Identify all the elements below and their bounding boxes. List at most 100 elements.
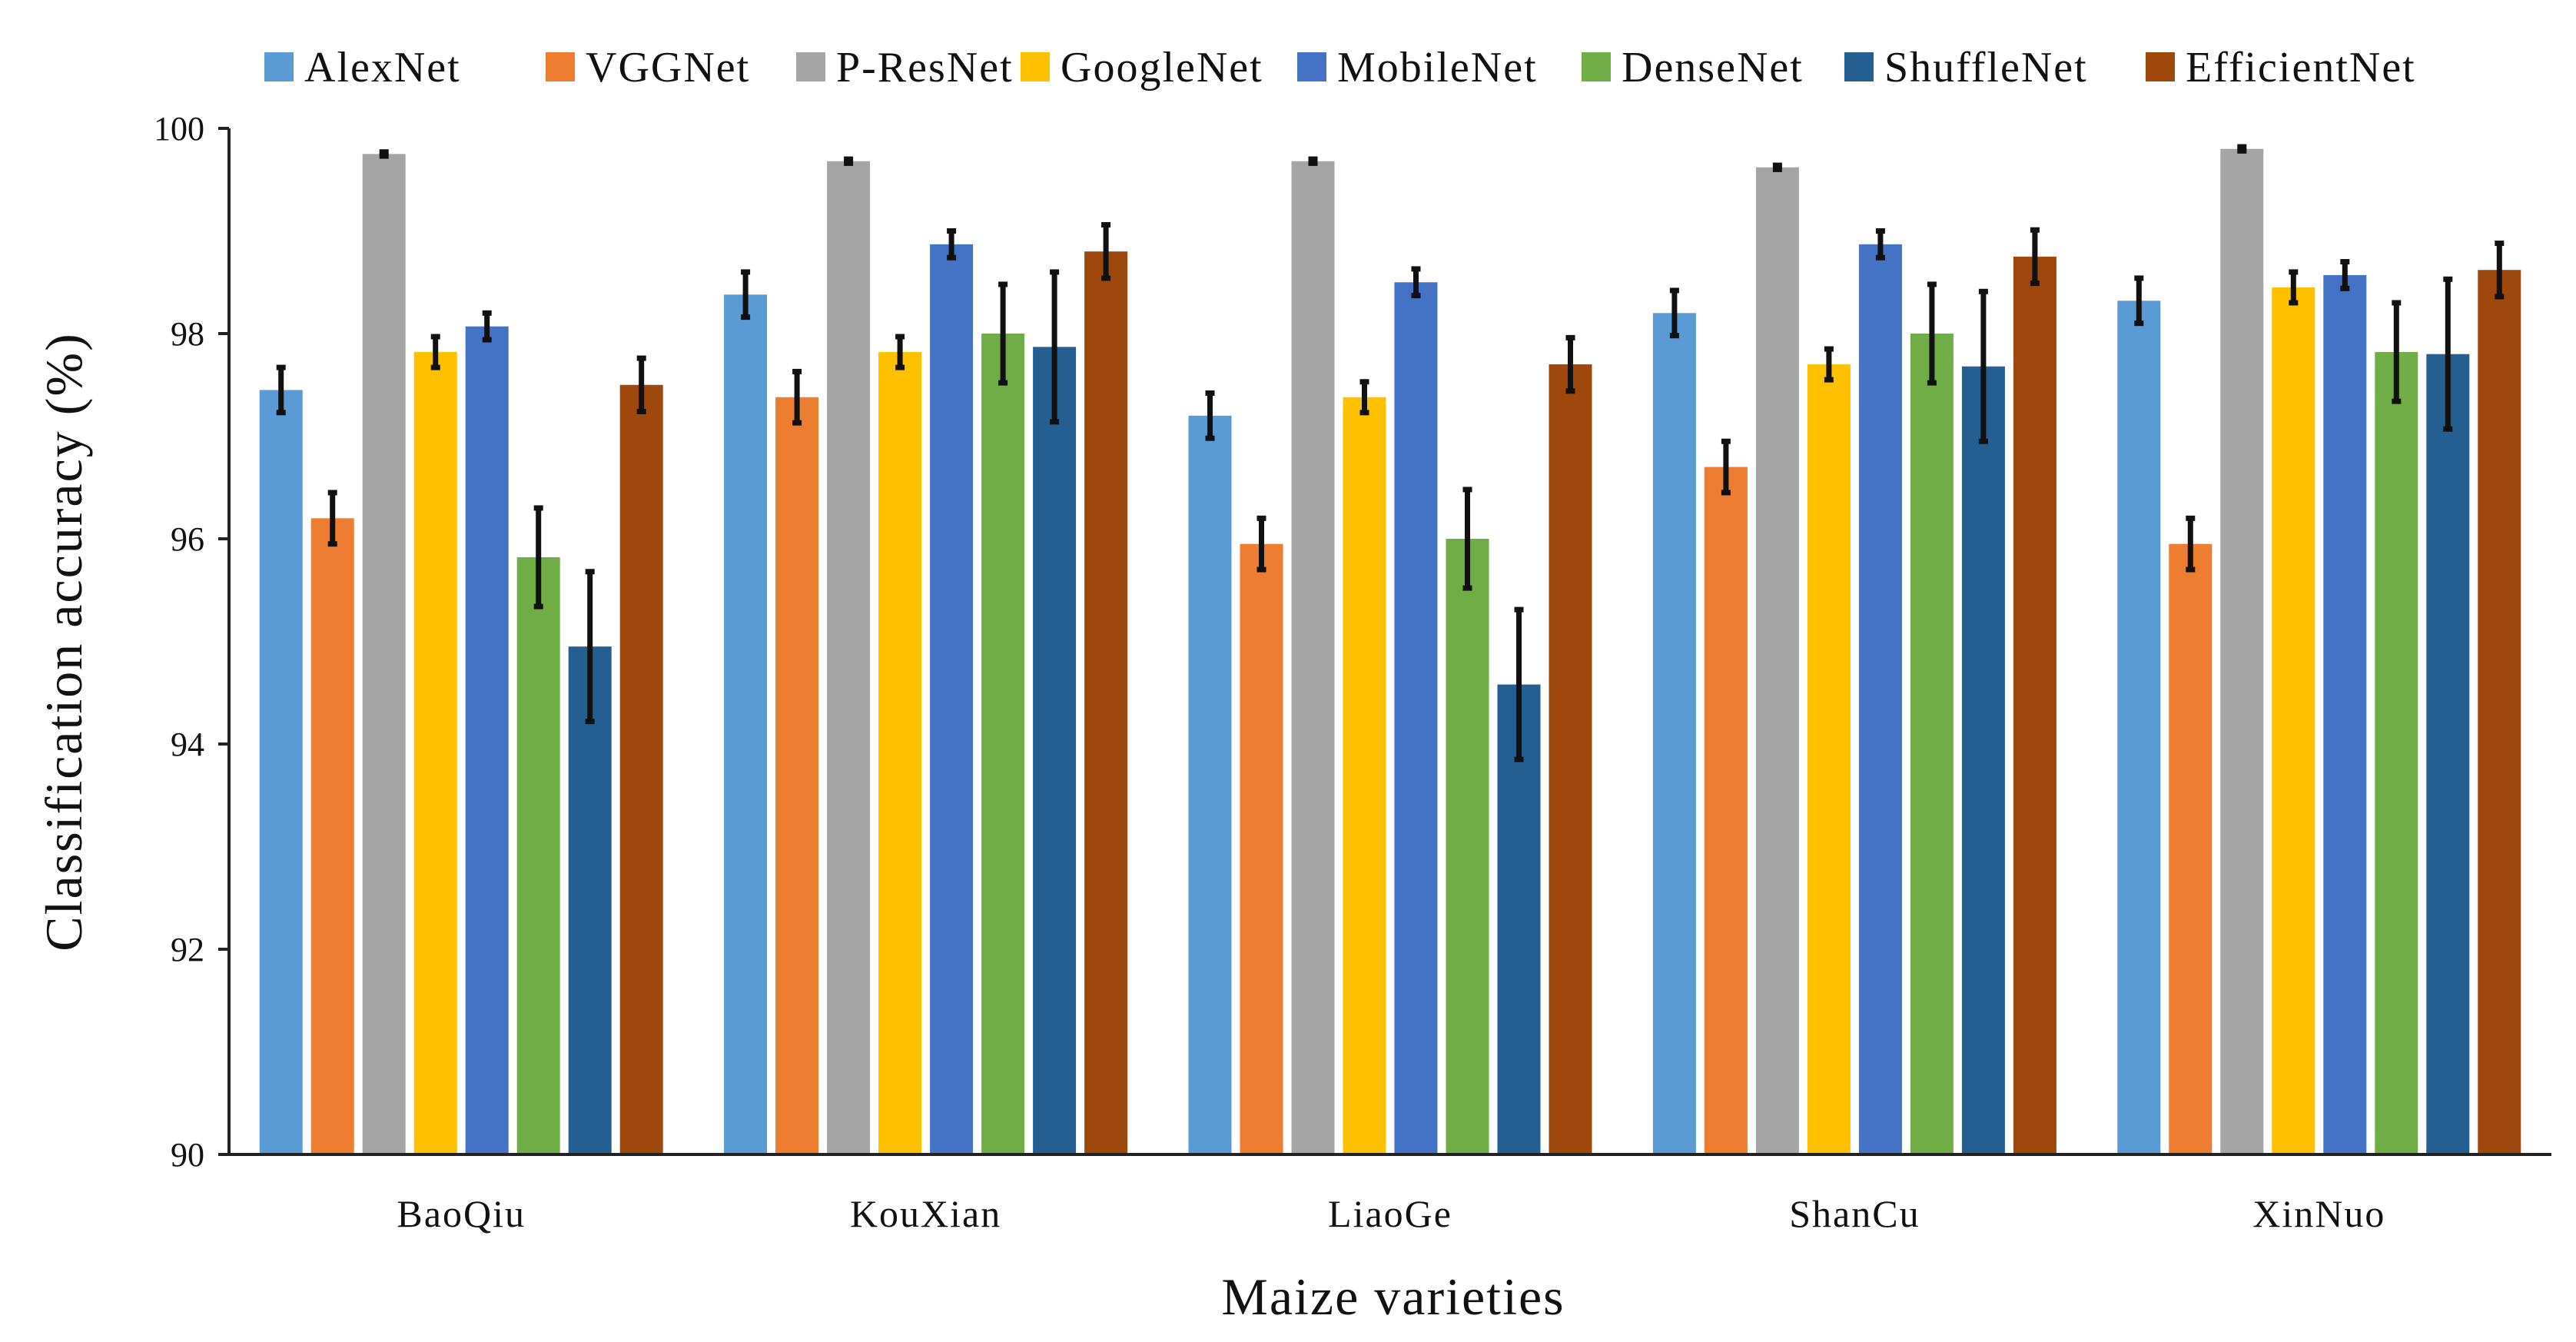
y-ticks: 90 92 94 96 98 100 <box>154 110 229 1174</box>
error-bar-p-resnet-shancu <box>1772 162 1782 172</box>
y-axis-title: Classification accuracy (%) <box>35 332 93 951</box>
y-tick-label: 96 <box>171 520 204 558</box>
bar-vggnet-xinnuo <box>2169 543 2213 1154</box>
bar-googlenet-shancu <box>1807 364 1851 1154</box>
bar-shufflenet-baoqiu <box>568 646 612 1154</box>
y-tick-label: 100 <box>154 110 204 148</box>
bars-layer <box>259 148 2521 1155</box>
error-bar-vggnet-kouxian <box>792 368 802 426</box>
bar-googlenet-xinnuo <box>2272 287 2315 1154</box>
error-bar-mobilenet-baoqiu <box>482 310 492 343</box>
bar-densenet-baoqiu <box>516 557 560 1154</box>
error-bar-vggnet-liaoge <box>1256 515 1266 573</box>
legend: AlexNet VGGNet P-ResNet GoogleNet MobileNet D… <box>264 44 2415 91</box>
bar-p-resnet-baoqiu <box>362 154 406 1154</box>
bar-densenet-xinnuo <box>2375 352 2418 1154</box>
bar-googlenet-baoqiu <box>413 352 457 1154</box>
legend-label: AlexNet <box>304 44 461 91</box>
legend-item-efficientnet: EfficientNet <box>2146 44 2415 91</box>
error-bar-googlenet-liaoge <box>1359 379 1369 416</box>
error-bar-efficientnet-liaoge <box>1565 334 1575 394</box>
bar-mobilenet-liaoge <box>1394 282 1438 1154</box>
bar-efficientnet-liaoge <box>1549 364 1592 1154</box>
bar-shufflenet-liaoge <box>1497 684 1541 1154</box>
legend-item-googlenet: GoogleNet <box>1021 44 1262 91</box>
x-axis-title: Maize varieties <box>1221 1267 1565 1326</box>
error-bar-shufflenet-shancu <box>1978 288 1988 444</box>
error-bar-googlenet-shancu <box>1824 346 1834 383</box>
error-bar-p-resnet-xinnuo <box>2237 144 2247 154</box>
bar-alexnet-xinnuo <box>2117 301 2161 1154</box>
error-bars-layer <box>276 144 2505 762</box>
bar-p-resnet-liaoge <box>1291 161 1335 1155</box>
error-bar-mobilenet-liaoge <box>1411 266 1421 299</box>
error-bar-alexnet-xinnuo <box>2134 275 2144 327</box>
plot-area: 90 92 94 96 98 100 BaoQiu KouXian LiaoGe ShanCu X… <box>154 110 2551 1235</box>
error-bar-googlenet-kouxian <box>895 334 905 370</box>
error-bar-efficientnet-shancu <box>2030 227 2040 287</box>
bar-mobilenet-xinnuo <box>2323 274 2367 1154</box>
legend-label: ShuffleNet <box>1884 44 2088 91</box>
legend-item-p-resnet: P-ResNet <box>796 44 1014 91</box>
error-bar-densenet-xinnuo <box>2392 300 2402 404</box>
error-bar-efficientnet-baoqiu <box>636 355 646 414</box>
error-bar-shufflenet-kouxian <box>1050 269 1060 425</box>
legend-swatch <box>1844 52 1874 81</box>
bar-efficientnet-kouxian <box>1084 251 1128 1155</box>
legend-swatch <box>1582 52 1611 81</box>
error-bar-alexnet-baoqiu <box>276 364 286 416</box>
bar-p-resnet-kouxian <box>827 161 871 1155</box>
legend-swatch <box>796 52 825 81</box>
error-bar-alexnet-liaoge <box>1205 390 1215 441</box>
bar-shufflenet-kouxian <box>1033 347 1077 1155</box>
legend-item-alexnet: AlexNet <box>264 44 461 91</box>
error-bar-alexnet-kouxian <box>741 269 751 321</box>
bar-efficientnet-baoqiu <box>619 384 663 1154</box>
legend-swatch <box>2146 52 2175 81</box>
error-bar-vggnet-baoqiu <box>327 490 337 547</box>
bar-vggnet-liaoge <box>1240 543 1283 1154</box>
error-bar-p-resnet-liaoge <box>1308 156 1318 166</box>
x-category-label: LiaoGe <box>1328 1192 1452 1235</box>
error-bar-densenet-liaoge <box>1462 487 1472 591</box>
x-category-label: XinNuo <box>2252 1192 2385 1235</box>
bar-mobilenet-kouxian <box>930 244 974 1155</box>
x-category-label: BaoQiu <box>397 1192 526 1235</box>
legend-item-shufflenet: ShuffleNet <box>1844 44 2088 91</box>
bar-alexnet-baoqiu <box>259 390 303 1154</box>
error-bar-densenet-shancu <box>1927 281 1937 386</box>
error-bar-mobilenet-shancu <box>1875 228 1885 261</box>
bar-vggnet-baoqiu <box>310 518 354 1154</box>
y-tick-label: 92 <box>171 931 204 968</box>
error-bar-shufflenet-xinnuo <box>2443 276 2453 432</box>
bar-mobilenet-shancu <box>1858 244 1902 1155</box>
bar-p-resnet-shancu <box>1755 167 1799 1155</box>
bar-alexnet-shancu <box>1652 313 1696 1154</box>
y-tick-label: 94 <box>171 726 204 763</box>
bar-mobilenet-baoqiu <box>465 326 509 1154</box>
bar-p-resnet-xinnuo <box>2220 148 2264 1155</box>
error-bar-mobilenet-kouxian <box>947 228 957 261</box>
legend-swatch <box>546 52 575 81</box>
bar-efficientnet-xinnuo <box>2478 270 2521 1155</box>
bar-vggnet-shancu <box>1704 467 1748 1154</box>
error-bar-googlenet-xinnuo <box>2289 269 2299 306</box>
error-bar-densenet-kouxian <box>998 281 1008 386</box>
y-tick-label: 90 <box>171 1136 204 1174</box>
bar-densenet-liaoge <box>1446 539 1489 1154</box>
bar-shufflenet-xinnuo <box>2426 354 2470 1155</box>
bar-shufflenet-shancu <box>1961 366 2005 1155</box>
error-bar-shufflenet-liaoge <box>1514 606 1524 762</box>
error-bar-vggnet-xinnuo <box>2186 515 2196 573</box>
bar-googlenet-kouxian <box>878 352 922 1154</box>
error-bar-mobilenet-xinnuo <box>2340 259 2350 291</box>
legend-label: DenseNet <box>1622 44 1804 91</box>
legend-label: P-ResNet <box>836 44 1014 91</box>
error-bar-densenet-baoqiu <box>533 505 543 610</box>
legend-label: MobileNet <box>1337 44 1538 91</box>
x-category-label: ShanCu <box>1789 1192 1920 1235</box>
error-bar-shufflenet-baoqiu <box>585 569 595 725</box>
bar-alexnet-kouxian <box>724 294 768 1154</box>
error-bar-p-resnet-baoqiu <box>379 149 389 159</box>
